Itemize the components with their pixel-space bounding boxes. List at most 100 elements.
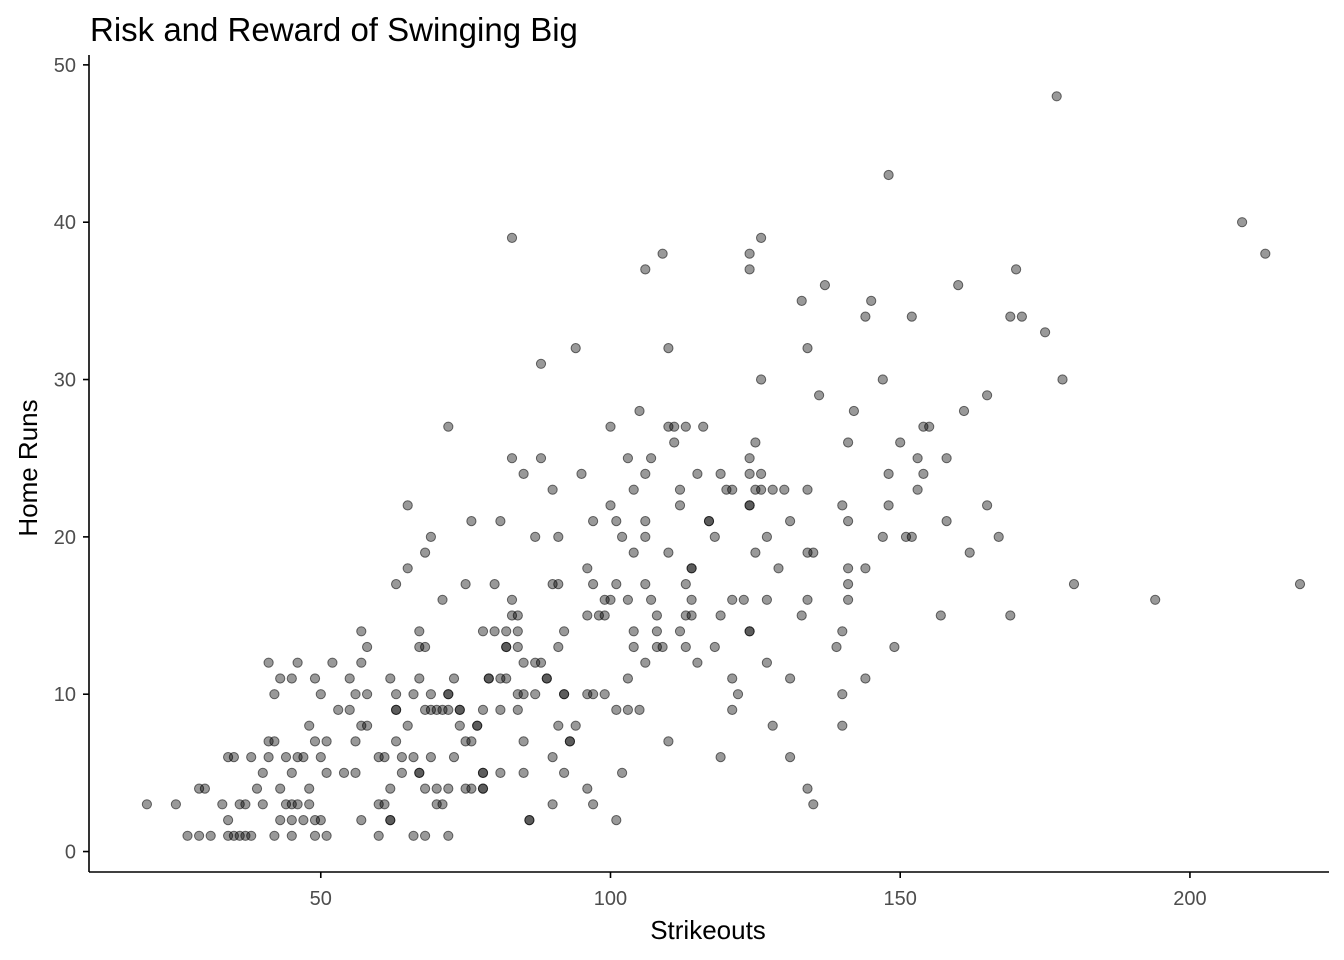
data-point — [275, 815, 286, 826]
data-point — [246, 752, 257, 763]
y-tick-label: 40 — [54, 212, 76, 234]
data-point — [663, 736, 674, 747]
data-point — [640, 531, 651, 543]
data-point — [727, 484, 738, 495]
data-point — [280, 752, 292, 763]
data-point — [982, 390, 993, 401]
data-point — [501, 641, 512, 653]
data-point — [501, 626, 512, 637]
data-point — [843, 563, 854, 574]
data-point — [385, 783, 396, 794]
data-point — [199, 783, 210, 794]
data-point — [280, 799, 292, 810]
data-point — [721, 484, 732, 495]
x-tick-label: 150 — [884, 888, 917, 910]
data-point — [350, 689, 361, 700]
data-point — [698, 421, 709, 432]
data-point — [808, 547, 819, 558]
data-point — [425, 704, 436, 716]
data-point — [269, 830, 280, 841]
data-point — [402, 500, 413, 511]
data-point — [170, 799, 181, 810]
data-point — [1150, 594, 1161, 605]
data-point — [553, 720, 564, 731]
data-point — [802, 783, 813, 794]
data-point — [843, 579, 854, 590]
data-point — [617, 531, 628, 543]
data-point — [559, 626, 570, 637]
data-point — [837, 500, 848, 511]
data-point — [466, 783, 477, 794]
data-point — [477, 626, 489, 637]
data-point — [1237, 217, 1248, 228]
data-point — [338, 767, 350, 779]
data-point — [495, 673, 506, 684]
data-point — [715, 610, 726, 621]
data-point — [883, 169, 894, 181]
data-point — [767, 720, 778, 731]
data-point — [292, 752, 303, 763]
data-point — [362, 720, 373, 731]
data-point — [576, 468, 587, 479]
data-point — [553, 579, 564, 590]
data-point — [223, 752, 234, 763]
data-point — [518, 767, 529, 779]
data-point — [477, 767, 489, 779]
data-point — [408, 752, 419, 763]
data-point — [402, 563, 413, 574]
data-point — [228, 830, 239, 841]
y-axis-title: Home Runs — [13, 399, 43, 536]
data-point — [663, 421, 674, 432]
data-point — [802, 594, 813, 605]
data-point — [958, 405, 970, 417]
data-point — [257, 799, 268, 810]
data-point — [512, 704, 523, 716]
data-point — [785, 752, 796, 763]
y-tick-label: 20 — [54, 527, 76, 549]
data-point — [715, 752, 726, 763]
data-point — [356, 657, 367, 668]
data-point — [420, 641, 431, 653]
data-point — [727, 704, 738, 716]
data-point — [414, 767, 425, 779]
data-point — [750, 437, 761, 448]
data-point — [993, 531, 1004, 543]
data-point — [315, 752, 326, 763]
data-point — [1057, 374, 1068, 385]
data-point — [547, 752, 558, 763]
data-point — [703, 516, 715, 527]
data-point — [843, 437, 854, 448]
data-point — [628, 547, 639, 558]
data-point — [391, 579, 402, 590]
data-point — [396, 767, 407, 779]
data-point — [709, 531, 720, 543]
data-point — [732, 689, 744, 700]
data-point — [877, 374, 888, 385]
data-point — [530, 531, 541, 543]
data-point — [831, 641, 842, 653]
data-point — [263, 736, 274, 747]
data-point — [686, 594, 697, 605]
data-point — [588, 516, 599, 527]
data-point — [362, 641, 373, 653]
data-point — [512, 641, 523, 653]
data-point — [524, 815, 535, 826]
data-point — [819, 280, 831, 291]
data-point — [530, 689, 541, 700]
data-point — [466, 516, 477, 527]
data-point — [286, 767, 297, 779]
data-point — [640, 468, 651, 479]
data-point — [727, 673, 738, 684]
data-point — [309, 815, 321, 826]
data-point — [744, 248, 755, 259]
data-point — [263, 752, 274, 763]
data-point — [622, 673, 634, 684]
data-point — [251, 783, 263, 794]
data-point — [315, 689, 326, 700]
data-point — [628, 626, 639, 637]
data-point — [611, 704, 622, 716]
data-point — [333, 704, 344, 716]
data-point — [651, 641, 663, 653]
data-point — [848, 405, 860, 417]
data-point — [309, 736, 321, 747]
